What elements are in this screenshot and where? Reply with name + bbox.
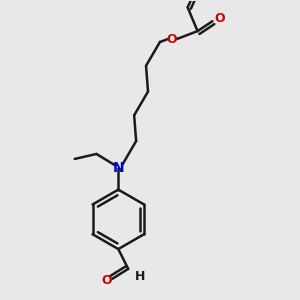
Text: O: O	[101, 274, 112, 287]
Text: O: O	[214, 12, 225, 25]
Text: H: H	[135, 270, 145, 283]
Text: O: O	[167, 32, 177, 46]
Text: N: N	[112, 161, 124, 175]
